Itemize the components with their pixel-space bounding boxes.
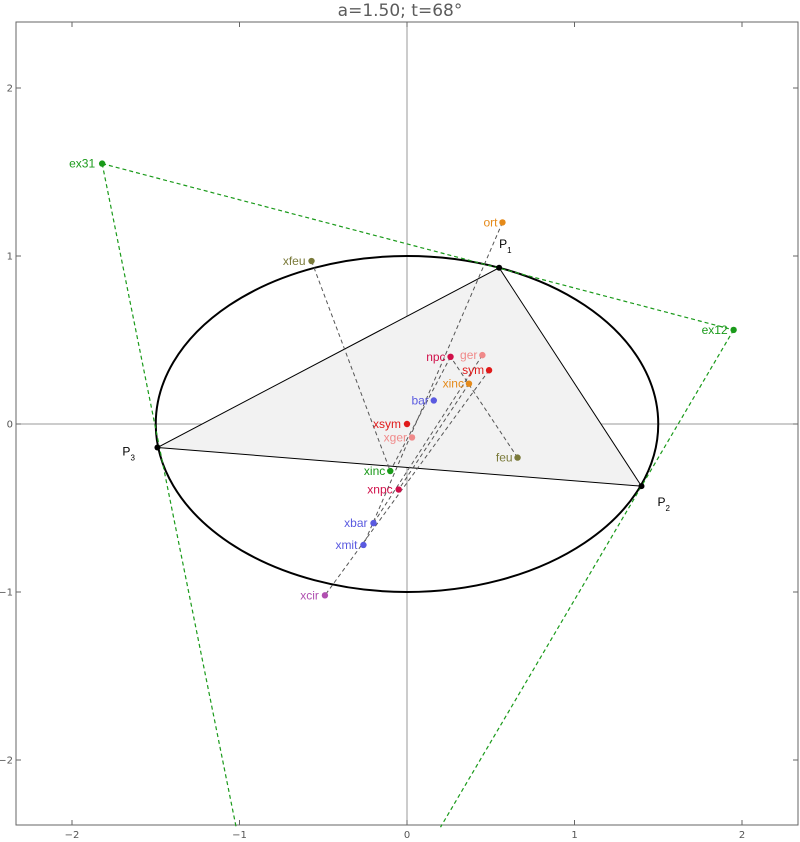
plot-title: a=1.50; t=68° <box>337 1 463 21</box>
label-xcir: xcir <box>300 588 319 602</box>
excentral-triangle <box>101 163 735 828</box>
y-tick-label: −1 <box>0 588 13 599</box>
label-feu: feu <box>496 451 513 465</box>
dashed-segment <box>373 354 483 524</box>
y-tick-label: 2 <box>7 84 13 95</box>
point-ex31 <box>98 160 106 167</box>
point-npc <box>447 353 454 360</box>
point-markers <box>98 160 737 599</box>
x-tick-label: −1 <box>232 830 247 841</box>
dashed-segment <box>398 383 470 490</box>
point-xsym <box>403 420 411 428</box>
point-xinc-orange <box>465 380 473 387</box>
label-xnpc: xnpc <box>367 483 392 497</box>
dashed-segment <box>362 222 503 546</box>
y-tick-label: 0 <box>7 420 13 431</box>
point-sym <box>485 367 493 374</box>
x-tick-label: 1 <box>571 830 577 841</box>
excentral-segment <box>439 329 735 828</box>
point-ger <box>479 351 486 359</box>
x-tick-label: −2 <box>65 830 80 841</box>
point-ex12 <box>730 326 737 334</box>
vertex-label-p1: P1 <box>499 237 512 255</box>
label-xsym: xsym <box>373 417 401 431</box>
label-ex31: ex31 <box>69 157 95 171</box>
dashed-segment <box>311 260 391 472</box>
reference-triangle <box>155 267 643 487</box>
point-bar <box>430 397 437 404</box>
vertex-label-p2: P2 <box>658 495 671 513</box>
triangle-layer <box>155 267 643 487</box>
dashed-segment <box>324 369 490 596</box>
dashed-lines <box>311 222 518 596</box>
point-xbar <box>370 519 377 527</box>
point-xinc <box>387 467 394 475</box>
vertex-p3 <box>154 444 161 451</box>
label-ex12: ex12 <box>702 323 728 337</box>
label-bar: bar <box>411 393 428 407</box>
label-xinc-orange: xinc <box>443 377 464 391</box>
label-xmit: xmit <box>335 538 358 552</box>
label-xbar: xbar <box>344 516 367 530</box>
label-npc: npc <box>426 350 445 364</box>
point-xmit <box>360 541 367 549</box>
excentral-segment <box>101 163 734 331</box>
point-ort <box>499 219 506 226</box>
dashed-segment <box>450 356 518 458</box>
label-ort: ort <box>483 215 498 229</box>
tick-marks: −2 −1 0 1 2 2 1 0 −1 −2 <box>0 22 798 841</box>
point-xcir <box>321 592 329 599</box>
point-xnpc <box>395 486 402 493</box>
vertex-p1 <box>496 264 503 271</box>
ellipse-layer <box>154 255 660 593</box>
point-feu <box>514 454 521 461</box>
vertex-label-p3: P3 <box>122 445 135 463</box>
label-xinc: xinc <box>364 464 385 478</box>
label-ger: ger <box>460 348 477 362</box>
label-xfeu: xfeu <box>283 254 306 268</box>
point-xfeu <box>308 257 315 265</box>
vertex-p2 <box>638 483 645 490</box>
ellipse-curve <box>154 255 660 593</box>
label-xger: xger <box>384 430 407 444</box>
point-xger <box>408 434 416 441</box>
x-tick-label: 0 <box>404 830 410 841</box>
y-tick-label: 1 <box>7 252 13 263</box>
dashed-segment <box>389 356 451 472</box>
excentral-segment <box>101 163 237 828</box>
x-tick-label: 2 <box>739 830 745 841</box>
label-sym: sym <box>462 363 484 377</box>
y-tick-label: −2 <box>0 756 13 767</box>
